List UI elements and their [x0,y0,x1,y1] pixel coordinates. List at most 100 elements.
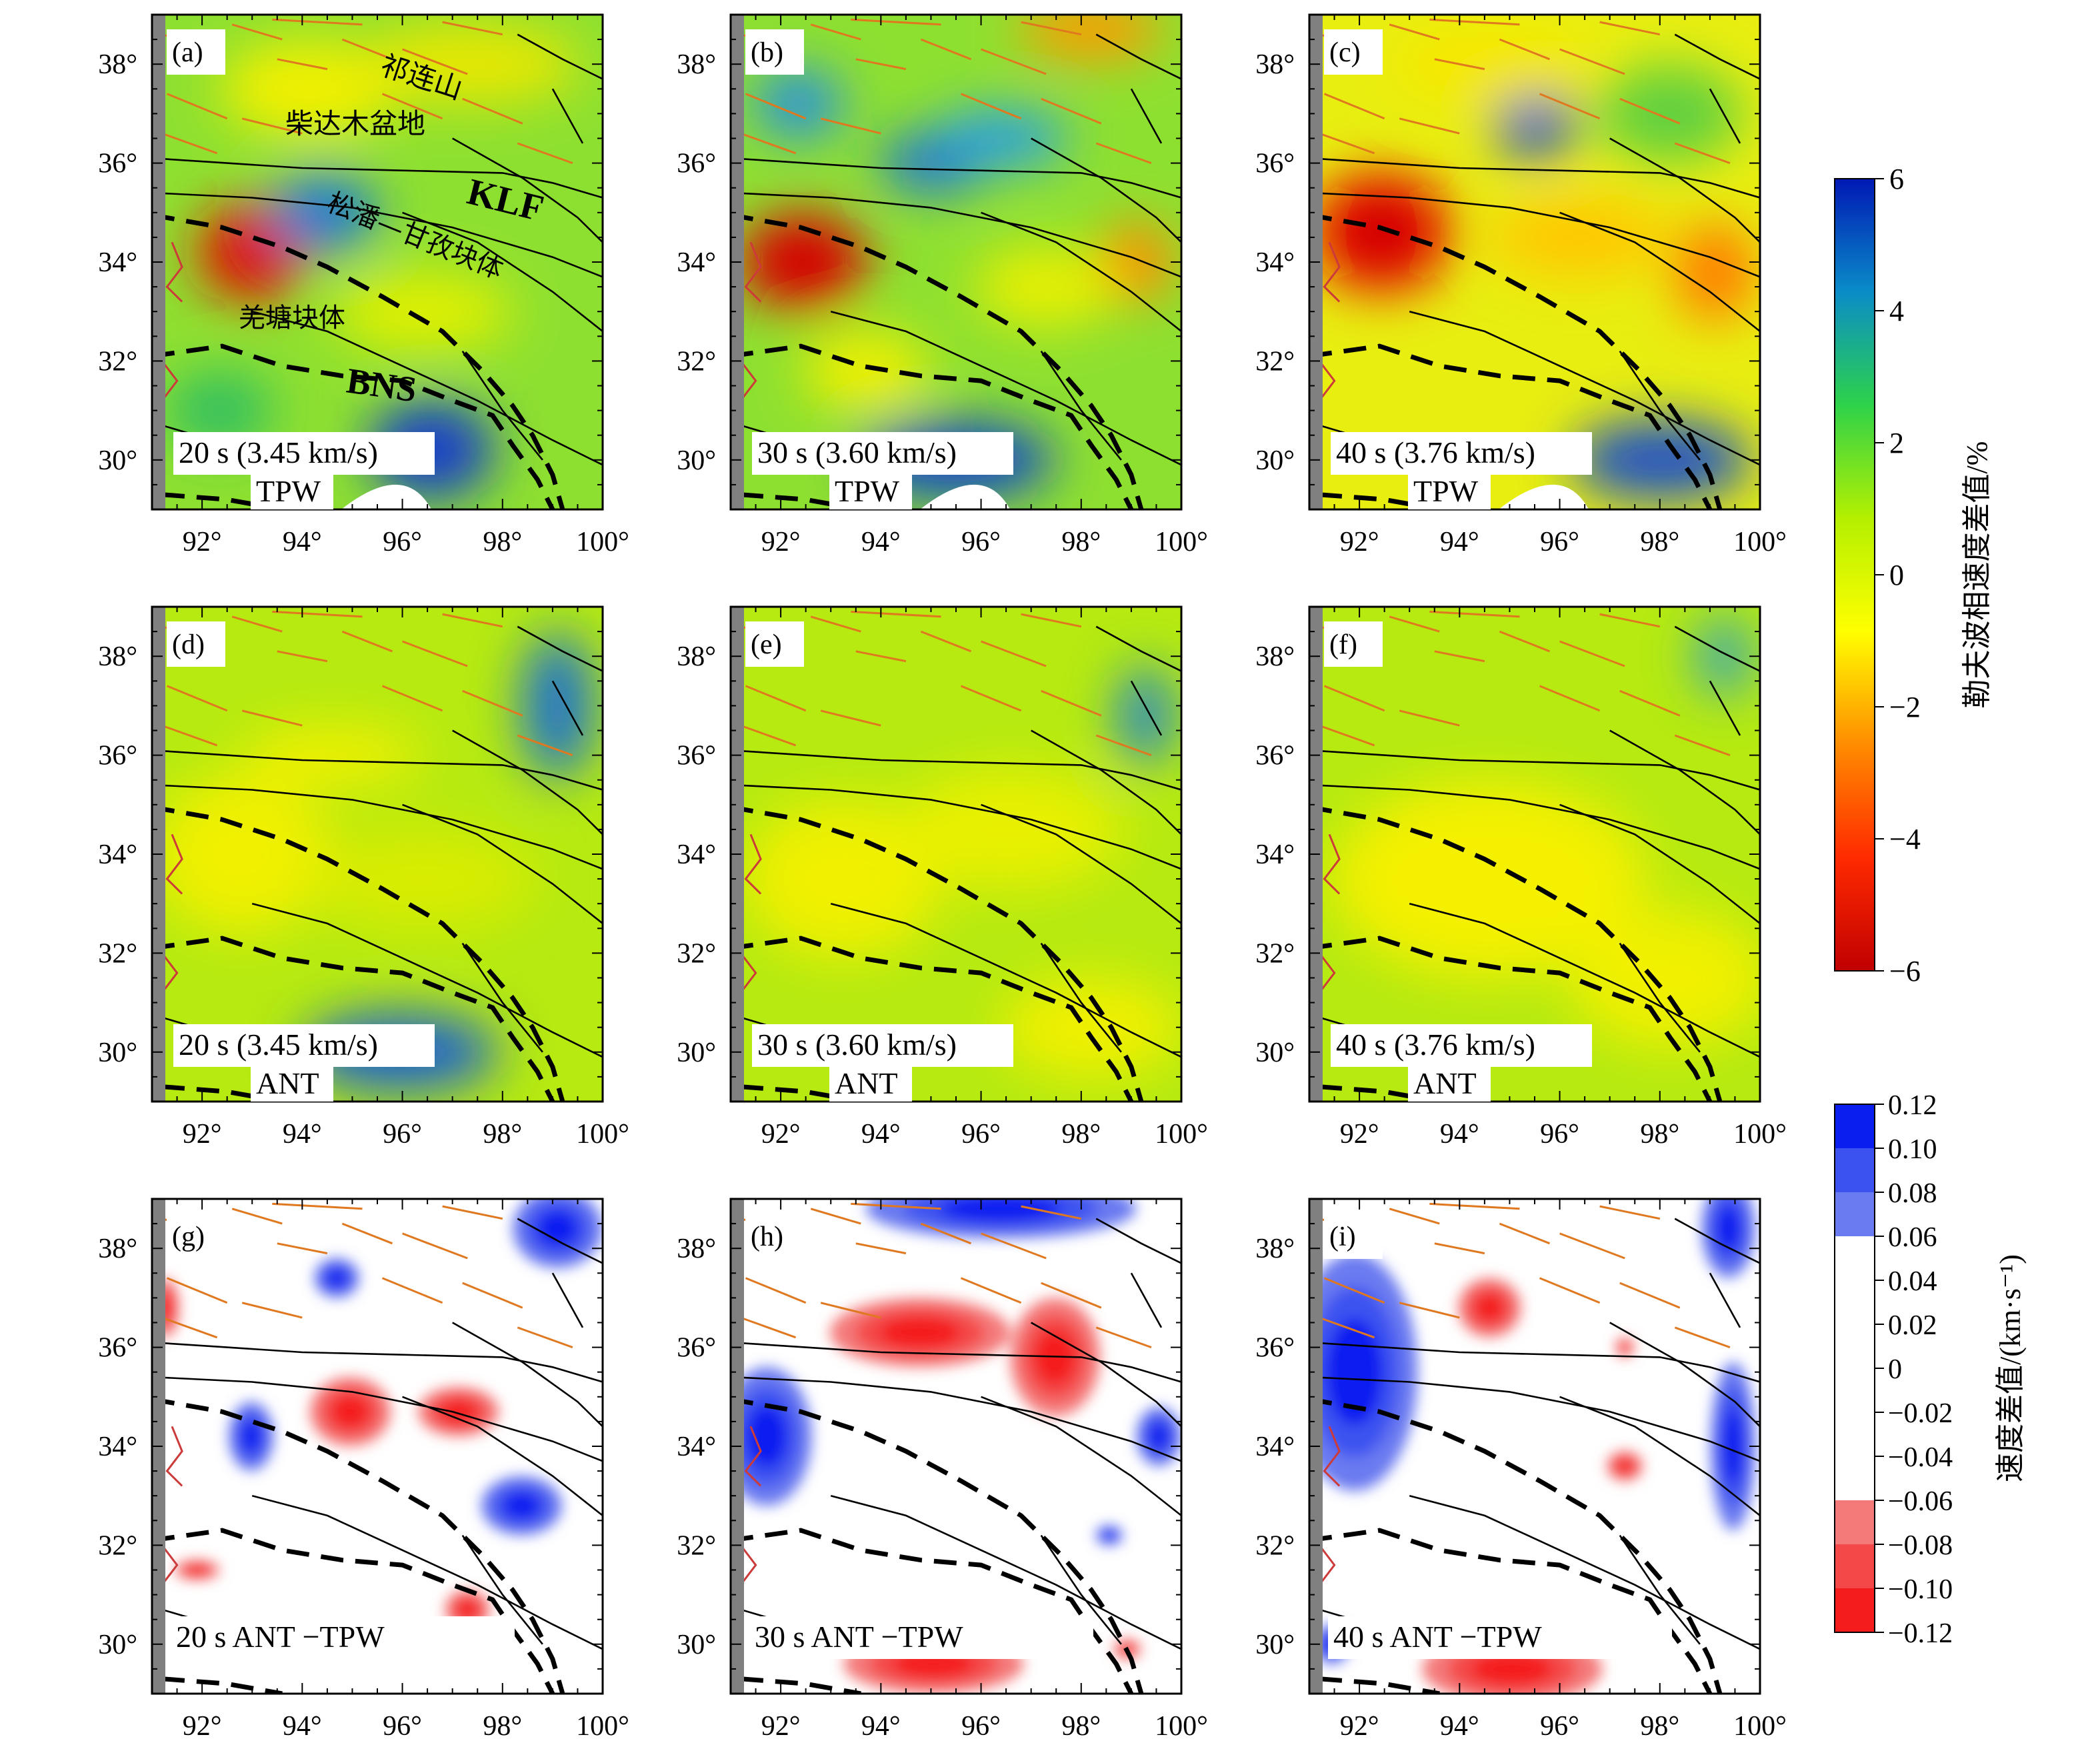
lat-tick-label: 38° [677,1234,716,1264]
period-label: 30 s ANT −TPW [755,1620,963,1654]
lat-tick-label: 34° [677,1432,716,1462]
lat-tick-label: 38° [677,641,716,672]
panel-tag: (h) [751,1222,783,1252]
lon-tick-label: 94° [1440,1711,1479,1742]
lon-tick-label: 92° [761,527,801,557]
lat-tick-label: 32° [677,346,716,377]
velocity-field [744,666,1181,1077]
lon-tick-label: 92° [1340,1119,1379,1150]
period-label: 20 s ANT −TPW [176,1620,385,1654]
lon-tick-label: 94° [861,1711,901,1742]
lat-tick-label: 36° [98,1333,137,1364]
lon-tick-label: 98° [1640,1119,1679,1150]
panel-tag: (e) [751,629,782,660]
velocity-field [165,24,581,500]
lat-tick-label: 30° [1255,1038,1295,1068]
lon-tick-label: 100° [1733,1711,1787,1742]
lon-tick-label: 94° [1440,1119,1479,1150]
period-label-box [173,432,435,475]
fault-lines [731,1202,1181,1694]
axis-ticks [730,14,1182,510]
lon-tick-label: 100° [1155,1711,1208,1742]
colorbar-tick-label: 0 [1889,559,1904,591]
map-panel: 92° 94° 96° 98° 100° 30° 32° 34° 36° 38° (a) 20 s (… [98,13,629,557]
lat-tick-label: 34° [1255,1432,1295,1462]
lat-tick-label: 32° [98,1530,137,1561]
lat-tick-label: 38° [677,49,716,80]
fault-lines [731,18,1181,509]
panel-tag: (b) [751,37,783,68]
lon-tick-label: 98° [1061,527,1101,557]
lon-tick-label: 100° [1733,527,1787,557]
lon-tick-label: 94° [1440,527,1479,557]
lat-tick-label: 36° [677,741,716,771]
colorbar-tick-label: −4 [1889,823,1921,855]
period-label-box [752,1024,1013,1067]
lat-tick-label: 32° [1255,346,1295,377]
lon-tick-label: 94° [283,1119,322,1150]
lon-tick-label: 96° [1540,1711,1579,1742]
lat-tick-label: 36° [1255,1333,1295,1364]
lon-tick-label: 94° [861,1119,901,1150]
lat-tick-label: 36° [677,149,716,179]
fault-lines [1309,1202,1760,1694]
lat-tick-label: 36° [677,1333,716,1364]
colorbar-tick-label: 6 [1889,163,1904,195]
fault-lines [1309,610,1760,1102]
map-panel: 92° 94° 96° 98° 100° 30° 32° 34° 36° 38° (g) 20 s A… [98,1198,629,1742]
lat-tick-label: 34° [1255,247,1295,278]
lat-tick-label: 30° [1255,1630,1295,1660]
colorbar-tick-label: 0.10 [1888,1134,1937,1165]
lat-tick-label: 30° [1255,445,1295,476]
lon-tick-label: 98° [1061,1711,1101,1742]
map-panel: 92° 94° 96° 98° 100° 30° 32° 34° 36° 38° (f) 40 s (… [1255,605,1787,1150]
lat-tick-label: 30° [677,1038,716,1068]
period-label: 40 s ANT −TPW [1333,1620,1542,1654]
lon-tick-label: 98° [483,1711,522,1742]
lat-tick-label: 30° [98,445,137,476]
panel-tag-box [167,621,225,667]
lat-tick-label: 34° [1255,839,1295,870]
lon-tick-label: 100° [1155,1119,1208,1150]
colorbar-tick-label: 0.02 [1888,1310,1937,1341]
period-label: 30 s (3.60 km/s) [757,1028,957,1062]
panel-tag-box [167,29,225,75]
lon-tick-label: 100° [576,527,629,557]
region-label-bns: BNS [344,360,419,409]
lon-tick-label: 96° [383,1119,422,1150]
lon-tick-label: 92° [183,1119,222,1150]
no-data-area [341,484,432,509]
lat-tick-label: 30° [98,1630,137,1660]
method-label-box [1408,475,1491,509]
no-data-area [1498,484,1589,509]
lon-tick-label: 96° [383,1711,422,1742]
colorbar-tick-label: −6 [1889,955,1921,988]
colorbar-tick-label: −0.06 [1888,1486,1953,1517]
lat-tick-label: 38° [1255,1234,1295,1264]
lon-tick-label: 94° [283,527,322,557]
no-data-area [919,484,1011,509]
panel-tag: (a) [172,37,203,68]
region-label-qaidam: 柴达木盆地 [285,107,425,140]
map-panel: 92° 94° 96° 98° 100° 30° 32° 34° 36° 38° (c) 40 s (… [1255,13,1787,557]
period-label: 20 s (3.45 km/s) [179,435,378,469]
panel-tag: (i) [1329,1222,1356,1252]
map-panel: 92° 94° 96° 98° 100° 30° 32° 34° 36° 38° (b) 30 s (… [677,13,1208,557]
lon-tick-label: 100° [576,1711,629,1742]
panel-tag-box [1324,621,1383,667]
fault-lines [152,1202,603,1694]
method-label: ANT [1413,1066,1477,1100]
lon-tick-label: 96° [1540,527,1579,557]
axis-ticks [151,606,603,1102]
map-panel: 92° 94° 96° 98° 100° 30° 32° 34° 36° 38° (d) 20 s (… [98,605,629,1150]
panel-tag: (g) [172,1222,205,1252]
lat-tick-label: 30° [677,445,716,476]
velocity-colorbar: 6 4 2 0 −2 −4 −6 勒夫波相速度差值/% [1834,163,1993,988]
lat-tick-label: 34° [98,839,137,870]
period-label-box [1331,432,1592,475]
colorbar-tick-label: −0.04 [1888,1442,1953,1473]
lon-tick-label: 92° [761,1119,801,1150]
lon-tick-label: 94° [283,1711,322,1742]
period-label-box [173,1024,435,1067]
